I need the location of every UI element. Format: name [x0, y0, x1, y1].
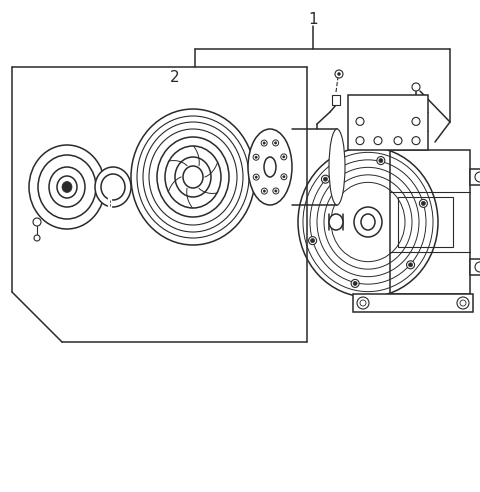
Circle shape	[356, 118, 364, 125]
Circle shape	[275, 190, 277, 192]
Circle shape	[263, 190, 265, 192]
FancyBboxPatch shape	[353, 294, 473, 312]
Circle shape	[263, 142, 265, 144]
Circle shape	[412, 137, 420, 145]
Circle shape	[356, 137, 364, 145]
Circle shape	[281, 154, 287, 160]
Ellipse shape	[95, 167, 131, 207]
FancyBboxPatch shape	[470, 259, 480, 275]
Circle shape	[335, 70, 343, 78]
Ellipse shape	[49, 167, 85, 207]
Ellipse shape	[329, 214, 343, 230]
Circle shape	[255, 156, 257, 158]
Circle shape	[353, 281, 357, 285]
Circle shape	[412, 83, 420, 91]
Circle shape	[475, 262, 480, 272]
Circle shape	[407, 261, 415, 269]
Circle shape	[351, 279, 359, 287]
Ellipse shape	[183, 166, 203, 188]
Ellipse shape	[137, 116, 249, 238]
Circle shape	[420, 199, 427, 208]
Circle shape	[309, 237, 317, 245]
Ellipse shape	[248, 129, 292, 205]
Ellipse shape	[131, 109, 255, 245]
Circle shape	[457, 297, 469, 309]
Text: 2: 2	[170, 69, 180, 85]
Ellipse shape	[101, 174, 125, 200]
Circle shape	[379, 158, 383, 162]
Ellipse shape	[165, 146, 221, 208]
FancyBboxPatch shape	[470, 169, 480, 185]
Circle shape	[34, 235, 40, 241]
Circle shape	[357, 297, 369, 309]
FancyBboxPatch shape	[390, 150, 470, 294]
Ellipse shape	[329, 129, 345, 205]
Ellipse shape	[62, 182, 72, 192]
Circle shape	[273, 188, 279, 194]
Ellipse shape	[175, 157, 211, 197]
Ellipse shape	[157, 137, 229, 217]
Circle shape	[394, 137, 402, 145]
Circle shape	[324, 177, 327, 181]
Ellipse shape	[38, 155, 96, 219]
Circle shape	[337, 72, 340, 75]
Ellipse shape	[29, 145, 105, 229]
Circle shape	[283, 176, 285, 178]
Circle shape	[261, 140, 267, 146]
Circle shape	[255, 176, 257, 178]
Circle shape	[421, 201, 425, 205]
Ellipse shape	[143, 122, 243, 232]
Text: 1: 1	[308, 12, 318, 28]
Ellipse shape	[149, 129, 237, 225]
FancyBboxPatch shape	[348, 95, 428, 150]
Circle shape	[311, 239, 314, 243]
Circle shape	[377, 156, 385, 164]
Circle shape	[475, 172, 480, 182]
Circle shape	[374, 137, 382, 145]
Circle shape	[322, 175, 329, 183]
Circle shape	[253, 174, 259, 180]
Circle shape	[275, 142, 277, 144]
Circle shape	[273, 140, 278, 146]
Ellipse shape	[57, 176, 77, 198]
Circle shape	[281, 174, 287, 180]
FancyBboxPatch shape	[332, 95, 340, 105]
Circle shape	[33, 218, 41, 226]
Circle shape	[283, 155, 285, 158]
Circle shape	[253, 154, 259, 160]
Circle shape	[408, 263, 412, 267]
Ellipse shape	[264, 157, 276, 177]
Circle shape	[412, 118, 420, 125]
Circle shape	[262, 188, 267, 194]
